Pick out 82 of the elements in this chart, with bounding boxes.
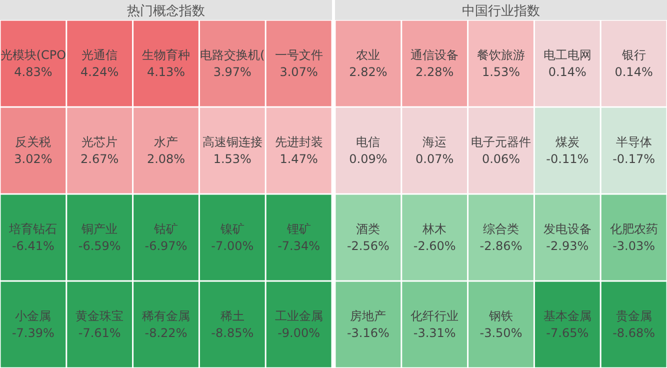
data-label: -6.97%	[144, 239, 188, 253]
category-label: 电子元器件	[471, 135, 531, 149]
data-label: -0.17%	[612, 152, 656, 166]
category-label: 化肥农药	[610, 222, 658, 236]
data-label: -7.00%	[211, 239, 254, 253]
category-label: 钴矿	[153, 222, 178, 236]
category-label: 林木	[422, 222, 447, 236]
data-label: 1.53%	[482, 65, 520, 79]
category-label: 工业金属	[274, 309, 323, 323]
category-label: 银行	[620, 48, 646, 62]
data-label: 3.02%	[14, 152, 52, 166]
category-label: 稀土	[220, 309, 244, 323]
data-label: 1.47%	[280, 152, 318, 166]
category-label: 贵金属	[616, 309, 652, 323]
text: 热门概念指数	[127, 3, 205, 19]
data-label: -0.11%	[546, 152, 589, 166]
category-label: 房地产	[350, 309, 386, 323]
data-label: 0.06%	[482, 152, 520, 166]
data-label: 4.24%	[80, 65, 119, 79]
category-label: 光芯片	[82, 135, 118, 149]
category-label: 酒类	[356, 222, 380, 236]
category-label: 培育钻石	[8, 222, 58, 236]
category-label: 农业	[356, 48, 380, 62]
category-label: 餐饮旅游	[477, 48, 525, 62]
data-label: -8.85%	[211, 326, 254, 340]
data-label: 2.28%	[416, 65, 454, 79]
data-label: -6.59%	[78, 239, 121, 253]
category-label: 反关税	[15, 135, 52, 149]
category-label: 半导体	[616, 135, 652, 149]
data-label: -8.22%	[144, 326, 188, 340]
category-label: 镍矿	[219, 222, 244, 236]
category-label: 电信	[356, 135, 380, 149]
category-label: 通信设备	[410, 48, 459, 62]
data-label: 0.14%	[614, 65, 653, 79]
category-label: 稀有金属	[142, 309, 190, 323]
category-label: 水产	[154, 135, 178, 149]
data-label: 0.14%	[548, 65, 586, 79]
data-label: -7.65%	[546, 326, 589, 340]
data-label: 0.09%	[349, 152, 388, 166]
category-label: 发电设备	[543, 222, 592, 236]
category-label: 电工电网	[543, 48, 592, 62]
data-label: -2.56%	[346, 239, 390, 253]
data-label: -3.16%	[346, 326, 390, 340]
data-label: -7.39%	[12, 326, 54, 340]
data-label: 2.82%	[349, 65, 388, 79]
category-label: 光通信	[82, 48, 118, 62]
data-label: -2.60%	[413, 239, 456, 253]
category-label: 综合类	[483, 222, 519, 236]
text: 中国行业指数	[462, 4, 540, 19]
data-label: 1.53%	[213, 152, 252, 166]
data-label: 2.67%	[80, 152, 119, 166]
category-label: 先进封装	[274, 135, 323, 149]
data-label: -2.86%	[480, 239, 522, 253]
data-label: 4.83%	[14, 65, 52, 79]
category-label: 光模块(CPO	[0, 48, 66, 62]
data-label: 0.07%	[416, 152, 454, 166]
data-label: 4.13%	[146, 65, 186, 79]
data-label: -3.50%	[480, 326, 522, 340]
category-label: 海运	[422, 135, 447, 149]
category-label: 铜产业	[80, 222, 118, 236]
category-label: 小金属	[15, 309, 52, 323]
data-label: 2.08%	[146, 152, 186, 166]
category-label: 钢铁	[488, 309, 513, 323]
data-label: 3.07%	[280, 65, 318, 79]
category-label: 生物育种	[142, 48, 190, 62]
data-label: 3.97%	[213, 65, 252, 79]
category-label: 锂矿	[286, 222, 311, 236]
data-label: -3.31%	[413, 326, 456, 340]
category-label: 煤炭	[555, 135, 580, 149]
category-label: 高速铜连接	[202, 135, 262, 149]
data-label: -6.41%	[12, 239, 54, 253]
category-label: 化纤行业	[410, 309, 459, 323]
data-label: -3.03%	[612, 239, 656, 253]
data-label: -2.93%	[546, 239, 589, 253]
data-label: -7.61%	[78, 326, 121, 340]
category-label: 基本金属	[543, 309, 592, 323]
category-label: 电路交换机(	[200, 48, 265, 62]
category-label: 一号文件	[274, 48, 323, 62]
data-label: -7.34%	[278, 239, 320, 253]
category-label: 黄金珠宝	[76, 309, 124, 323]
data-label: -8.68%	[612, 326, 656, 340]
data-label: -9.00%	[278, 326, 320, 340]
